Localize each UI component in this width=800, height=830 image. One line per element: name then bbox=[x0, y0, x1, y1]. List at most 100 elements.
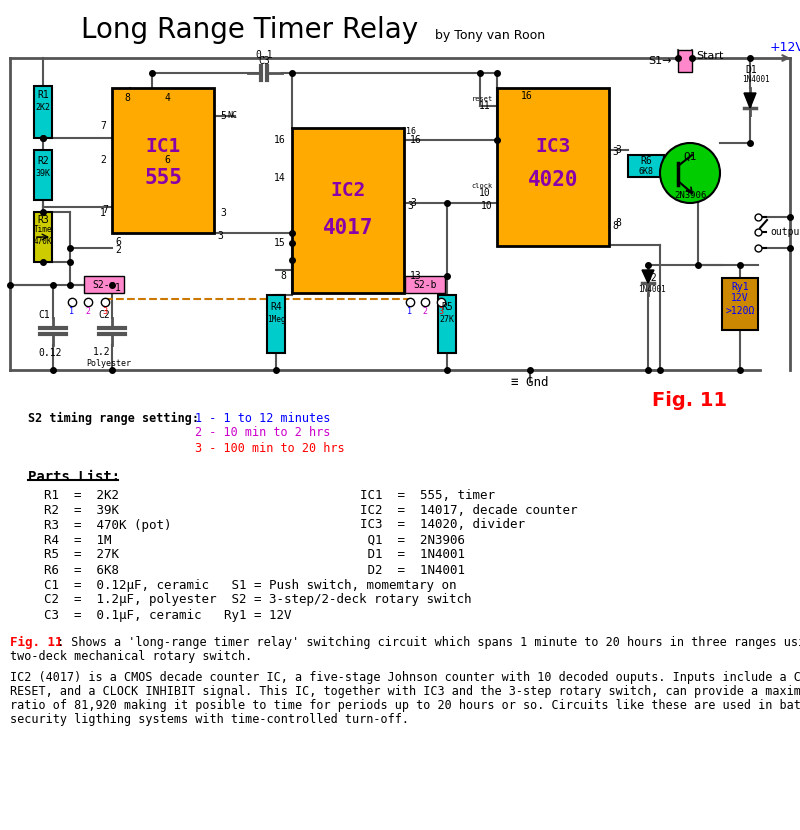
Text: C2  =  1.2μF, polyester  S2 = 3-step/2-deck rotary switch: C2 = 1.2μF, polyester S2 = 3-step/2-deck… bbox=[44, 593, 471, 607]
Text: R2  =  39K: R2 = 39K bbox=[44, 504, 119, 516]
Text: >120Ω: >120Ω bbox=[726, 306, 754, 316]
Text: 16: 16 bbox=[521, 91, 533, 101]
Text: 2N3906: 2N3906 bbox=[674, 191, 706, 199]
Bar bbox=[497, 88, 609, 246]
Text: 7: 7 bbox=[102, 205, 108, 215]
Text: C1  =  0.12μF, ceramic   S1 = Push switch, momemtary on: C1 = 0.12μF, ceramic S1 = Push switch, m… bbox=[44, 579, 457, 592]
Bar bbox=[678, 50, 692, 72]
Text: clock: clock bbox=[472, 183, 493, 189]
Text: +12V: +12V bbox=[770, 42, 800, 55]
Text: Long Range Timer Relay: Long Range Timer Relay bbox=[82, 16, 418, 44]
Text: 4017: 4017 bbox=[322, 218, 374, 238]
Bar bbox=[267, 295, 285, 353]
Text: Fig. 11: Fig. 11 bbox=[653, 390, 727, 409]
Text: R3: R3 bbox=[37, 215, 49, 225]
Text: NC: NC bbox=[227, 111, 237, 120]
Text: R1  =  2K2: R1 = 2K2 bbox=[44, 489, 119, 501]
Text: 3: 3 bbox=[102, 306, 107, 315]
Text: 16: 16 bbox=[410, 135, 422, 145]
Text: 555: 555 bbox=[144, 168, 182, 188]
Text: 5: 5 bbox=[220, 111, 226, 121]
Text: Q1  =  2N3906: Q1 = 2N3906 bbox=[360, 534, 465, 546]
Text: 1.2: 1.2 bbox=[93, 347, 110, 357]
Text: S2-b: S2-b bbox=[414, 280, 437, 290]
Text: IC2 (4017) is a CMOS decade counter IC, a five-stage Johnson counter with 10 dec: IC2 (4017) is a CMOS decade counter IC, … bbox=[10, 671, 800, 683]
Text: 2: 2 bbox=[86, 306, 90, 315]
Text: 7: 7 bbox=[100, 121, 106, 131]
Text: Ry1: Ry1 bbox=[731, 282, 749, 292]
Bar bbox=[34, 86, 52, 138]
Bar bbox=[405, 276, 445, 293]
Text: D2: D2 bbox=[645, 273, 657, 283]
Text: 3: 3 bbox=[220, 208, 226, 218]
Text: 1: 1 bbox=[100, 208, 106, 218]
Text: D1: D1 bbox=[745, 65, 757, 75]
Text: 6: 6 bbox=[115, 237, 121, 247]
Text: 8: 8 bbox=[615, 218, 621, 228]
Text: 15: 15 bbox=[274, 238, 286, 248]
Text: 16: 16 bbox=[274, 135, 286, 145]
Text: 13: 13 bbox=[410, 271, 422, 281]
Text: R6: R6 bbox=[640, 156, 652, 166]
Text: 3: 3 bbox=[410, 198, 416, 208]
Text: Q1: Q1 bbox=[683, 152, 697, 162]
Text: security ligthing systems with time-controlled turn-off.: security ligthing systems with time-cont… bbox=[10, 712, 409, 725]
Text: 0.12: 0.12 bbox=[38, 348, 62, 358]
Text: 8: 8 bbox=[124, 93, 130, 103]
Text: 4: 4 bbox=[164, 93, 170, 103]
Text: 16: 16 bbox=[406, 128, 416, 136]
Polygon shape bbox=[744, 93, 756, 108]
Text: R5: R5 bbox=[441, 302, 453, 312]
Text: IC1  =  555, timer: IC1 = 555, timer bbox=[360, 489, 495, 501]
Text: by Tony van Roon: by Tony van Roon bbox=[435, 30, 545, 42]
Text: Parts List:: Parts List: bbox=[28, 470, 120, 484]
Text: 39K: 39K bbox=[35, 168, 50, 178]
Text: D1  =  1N4001: D1 = 1N4001 bbox=[360, 549, 465, 562]
Text: IC1: IC1 bbox=[146, 136, 181, 155]
Text: 6K8: 6K8 bbox=[638, 167, 654, 175]
Text: Fig. 11: Fig. 11 bbox=[10, 636, 62, 648]
Text: 27K: 27K bbox=[439, 315, 454, 325]
Text: 8: 8 bbox=[612, 221, 618, 231]
Text: IC2: IC2 bbox=[330, 180, 366, 199]
Bar bbox=[34, 212, 52, 262]
Text: 1N4001: 1N4001 bbox=[742, 76, 770, 85]
Text: IC3  =  14020, divider: IC3 = 14020, divider bbox=[360, 519, 525, 531]
Text: 1: 1 bbox=[115, 283, 121, 293]
Text: S1→: S1→ bbox=[649, 56, 672, 66]
Text: R1: R1 bbox=[37, 90, 49, 100]
Text: C2: C2 bbox=[98, 310, 110, 320]
Text: 1: 1 bbox=[407, 306, 413, 315]
Text: R2: R2 bbox=[37, 156, 49, 166]
Text: C3  =  0.1μF, ceramic   Ry1 = 12V: C3 = 0.1μF, ceramic Ry1 = 12V bbox=[44, 608, 291, 622]
Text: IC2  =  14017, decade counter: IC2 = 14017, decade counter bbox=[360, 504, 578, 516]
Text: R6  =  6K8: R6 = 6K8 bbox=[44, 564, 119, 577]
Text: 11: 11 bbox=[479, 101, 491, 111]
Text: 0.1: 0.1 bbox=[255, 50, 273, 60]
Text: 4020: 4020 bbox=[528, 170, 578, 190]
Bar bbox=[34, 150, 52, 200]
Text: ratio of 81,920 making it posible to time for periods up to 20 hours or so. Circ: ratio of 81,920 making it posible to tim… bbox=[10, 699, 800, 711]
Text: R3  =  470K (pot): R3 = 470K (pot) bbox=[44, 519, 171, 531]
Bar bbox=[84, 276, 124, 293]
Text: two-deck mechanical rotary switch.: two-deck mechanical rotary switch. bbox=[10, 650, 252, 662]
Text: IC3: IC3 bbox=[535, 136, 570, 155]
Text: output: output bbox=[770, 227, 800, 237]
Text: 2K2: 2K2 bbox=[35, 104, 50, 113]
Text: 6: 6 bbox=[164, 155, 170, 165]
Text: 10: 10 bbox=[479, 188, 491, 198]
Text: 470K: 470K bbox=[34, 237, 52, 247]
Text: 2: 2 bbox=[100, 155, 106, 165]
Text: R4  =  1M: R4 = 1M bbox=[44, 534, 111, 546]
Text: S2 timing range setting:: S2 timing range setting: bbox=[28, 412, 199, 425]
Text: 3: 3 bbox=[407, 201, 413, 211]
Bar bbox=[292, 128, 404, 293]
Text: 1N4001: 1N4001 bbox=[638, 286, 666, 295]
Circle shape bbox=[660, 143, 720, 203]
Text: ≡ Gnd: ≡ Gnd bbox=[511, 375, 549, 388]
Text: 1: 1 bbox=[70, 306, 74, 315]
Text: C1: C1 bbox=[38, 310, 50, 320]
Bar bbox=[438, 295, 456, 353]
Text: 2: 2 bbox=[115, 245, 121, 255]
Text: 2 - 10 min to 2 hrs: 2 - 10 min to 2 hrs bbox=[195, 427, 330, 440]
